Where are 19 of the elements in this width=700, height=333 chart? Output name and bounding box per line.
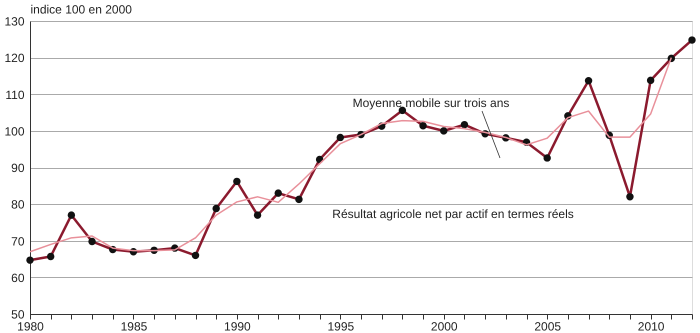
x-tick-label: 1985	[120, 320, 148, 333]
y-tick-label: 90	[11, 161, 25, 175]
y-tick-label: 110	[5, 88, 25, 102]
y-tick-label: 100	[4, 124, 25, 138]
x-tick-label: 2000	[430, 320, 458, 333]
y-tick-label: 60	[11, 270, 25, 285]
y-tick-label: 130	[4, 14, 25, 28]
y-tick-label: 80	[11, 198, 25, 212]
x-tick-label: 1990	[224, 320, 252, 333]
x-tick-label: 2005	[534, 320, 562, 333]
x-tick-label: 2010	[638, 320, 665, 333]
y-tick-label: 70	[11, 234, 25, 248]
y-axis-title: indice 100 en 2000	[30, 2, 132, 16]
text: Résultat agricole net par actif en termes réels	[332, 207, 574, 221]
x-tick-label: 1980	[17, 320, 44, 333]
y-tick-label: 50	[11, 308, 25, 322]
x-tick-label: 1995	[327, 320, 354, 333]
y-tick-label: 120	[4, 51, 25, 66]
series-label: Moyenne mobile sur trois ans	[352, 96, 510, 110]
